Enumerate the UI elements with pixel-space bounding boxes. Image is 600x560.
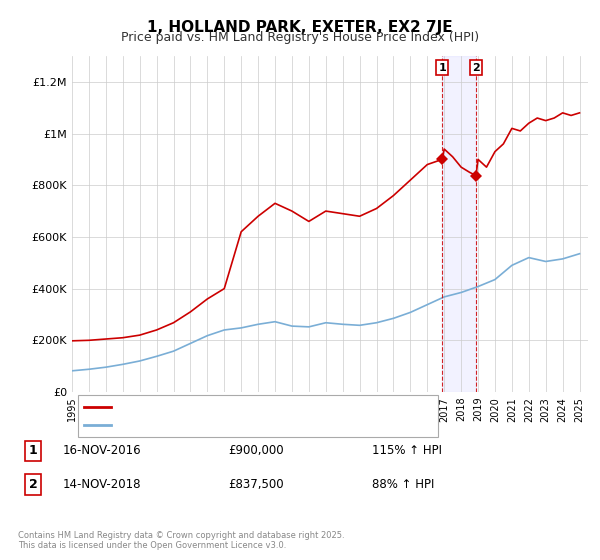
Text: £837,500: £837,500 <box>228 478 284 491</box>
Text: Contains HM Land Registry data © Crown copyright and database right 2025.
This d: Contains HM Land Registry data © Crown c… <box>18 530 344 550</box>
Text: 115% ↑ HPI: 115% ↑ HPI <box>372 444 442 458</box>
Text: 88% ↑ HPI: 88% ↑ HPI <box>372 478 434 491</box>
Text: 2: 2 <box>472 63 480 73</box>
Bar <box>442 56 476 392</box>
Text: HPI: Average price, detached house, Exeter: HPI: Average price, detached house, Exet… <box>115 420 341 430</box>
Text: £900,000: £900,000 <box>228 444 284 458</box>
Text: 14-NOV-2018: 14-NOV-2018 <box>63 478 142 491</box>
Text: 1, HOLLAND PARK, EXETER, EX2 7JE: 1, HOLLAND PARK, EXETER, EX2 7JE <box>147 20 453 35</box>
Text: 16-NOV-2016: 16-NOV-2016 <box>63 444 142 458</box>
Text: 2: 2 <box>29 478 37 491</box>
Text: 1: 1 <box>438 63 446 73</box>
Text: 1, HOLLAND PARK, EXETER, EX2 7JE (detached house): 1, HOLLAND PARK, EXETER, EX2 7JE (detach… <box>115 402 397 412</box>
Text: 1: 1 <box>29 444 37 458</box>
Text: Price paid vs. HM Land Registry's House Price Index (HPI): Price paid vs. HM Land Registry's House … <box>121 31 479 44</box>
